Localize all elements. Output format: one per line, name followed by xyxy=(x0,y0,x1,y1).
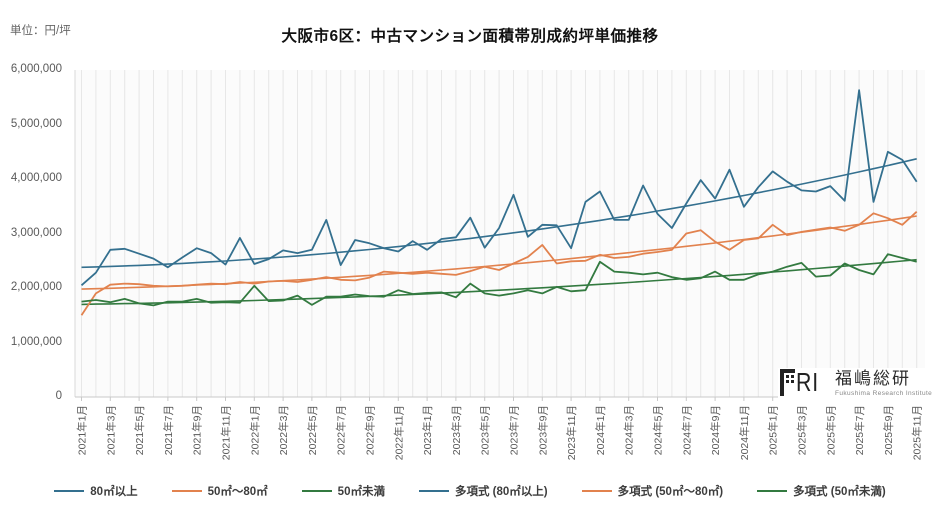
x-axis-label: 2024年5月 xyxy=(652,405,665,455)
legend-line-icon xyxy=(418,490,449,492)
fri-letters-ri: RI xyxy=(796,367,819,397)
x-axis-label: 2024年7月 xyxy=(680,405,693,455)
legend-item: 多項式 (50㎡〜80㎡) xyxy=(581,483,724,499)
x-axis-label: 2025年5月 xyxy=(824,405,837,455)
legend-line-icon xyxy=(301,490,332,492)
y-axis-label: 2,000,000 xyxy=(10,281,62,293)
legend-item: 多項式 (80㎡以上) xyxy=(418,483,548,499)
legend-label: 50㎡未満 xyxy=(337,486,385,498)
x-axis-label: 2023年3月 xyxy=(450,405,463,455)
logo-name-en: Fukushima Research Institute xyxy=(835,390,933,397)
x-axis-label: 2025年9月 xyxy=(882,405,895,455)
legend-item: 50㎡未満 xyxy=(301,483,385,499)
gridlines xyxy=(81,70,918,397)
legend-line-icon xyxy=(171,490,202,492)
x-axis-label: 2023年11月 xyxy=(565,405,578,460)
x-axis-label: 2024年9月 xyxy=(709,405,722,455)
x-axis-label: 2022年1月 xyxy=(248,405,261,455)
fri-logo-mark-icon: RI xyxy=(780,369,824,397)
x-axis-label: 2021年1月 xyxy=(76,405,89,455)
x-axis-label: 2021年7月 xyxy=(162,405,175,455)
legend-label: 多項式 (80㎡以上) xyxy=(454,486,548,498)
x-axis-label: 2022年9月 xyxy=(364,405,377,455)
x-axis-label: 2021年5月 xyxy=(133,405,146,455)
legend-line-icon xyxy=(757,490,788,492)
x-axis-label: 2025年1月 xyxy=(767,405,780,455)
legend-label: 多項式 (50㎡〜80㎡) xyxy=(617,486,724,498)
x-axis: 2021年1月 2021年3月 2021年5月 2021年7月 2021年9月 2021年… xyxy=(76,397,924,460)
x-axis-label: 2021年3月 xyxy=(104,405,117,455)
x-axis-label: 2025年7月 xyxy=(853,405,866,455)
x-axis-label: 2024年1月 xyxy=(594,405,607,455)
legend-item: 50㎡〜80㎡ xyxy=(171,483,268,499)
trendline-2 xyxy=(81,258,917,306)
legend-label: 80㎡以上 xyxy=(90,486,138,498)
legend-item: 80㎡以上 xyxy=(54,483,138,499)
x-axis-label: 2023年5月 xyxy=(479,405,492,455)
series-line-0 xyxy=(80,89,918,286)
legend-label: 多項式 (50㎡未満) xyxy=(793,486,886,498)
y-axis-label: 3,000,000 xyxy=(10,226,62,239)
x-axis-label: 2023年7月 xyxy=(508,405,521,455)
x-axis-label: 2022年11月 xyxy=(392,405,405,460)
y-axis-label: 1,000,000 xyxy=(10,335,62,348)
legend-line-icon xyxy=(54,490,85,492)
x-axis-label: 2024年3月 xyxy=(623,405,636,455)
x-axis-label: 2023年1月 xyxy=(421,405,434,455)
chart-title: 大阪市6区：中古マンション面積帯別成約坪単価推移 xyxy=(281,28,659,45)
x-axis-label: 2022年3月 xyxy=(277,405,290,455)
legend-label: 50㎡〜80㎡ xyxy=(207,486,268,498)
legend: 80㎡以上 50㎡〜80㎡ 50㎡未満 多項式 (80㎡以上) 多項式 (50㎡〜80㎡… xyxy=(0,483,940,499)
fri-dots-icon xyxy=(786,375,794,383)
legend-line-icon xyxy=(581,490,612,492)
series-line-2 xyxy=(81,253,917,307)
fri-letter-f-icon xyxy=(780,369,795,396)
x-axis-label: 2021年9月 xyxy=(191,405,204,455)
x-axis-label: 2025年11月 xyxy=(911,405,924,460)
fri-logo: RI 福嶋総研 Fukushima Research Institute xyxy=(778,368,934,404)
y-axis-label: 4,000,000 xyxy=(10,172,62,184)
x-axis-label: 2024年11月 xyxy=(738,405,751,460)
x-axis-label: 2023年9月 xyxy=(536,405,549,455)
unit-label: 単位：円/坪 xyxy=(10,25,71,37)
x-axis-label: 2022年5月 xyxy=(306,405,319,455)
legend-item: 多項式 (50㎡未満) xyxy=(757,483,886,499)
y-axis-label: 6,000,000 xyxy=(10,63,62,75)
series-line-1 xyxy=(80,211,918,316)
x-axis-label: 2022年7月 xyxy=(335,405,348,455)
x-axis-label: 2025年3月 xyxy=(796,405,809,455)
logo-name-jp: 福嶋総研 xyxy=(835,369,911,388)
x-axis-label: 2021年11月 xyxy=(220,405,233,460)
y-axis-label: 0 xyxy=(55,390,62,402)
y-axis-label: 5,000,000 xyxy=(10,117,62,130)
